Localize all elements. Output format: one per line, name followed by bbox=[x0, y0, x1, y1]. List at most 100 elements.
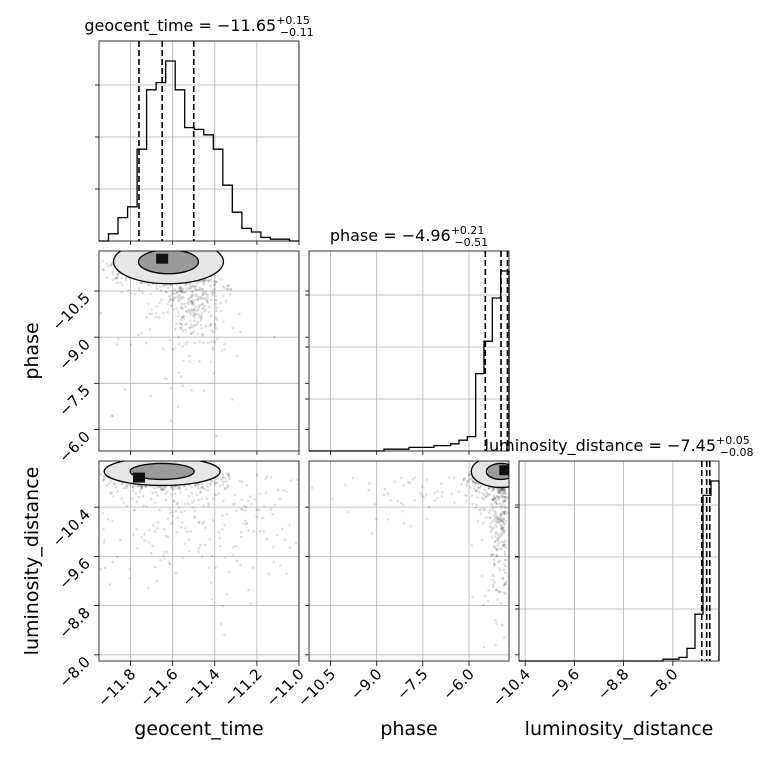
scatter-point bbox=[500, 519, 504, 523]
scatter-point bbox=[159, 558, 162, 562]
scatter-point bbox=[411, 478, 415, 481]
scatter-point bbox=[471, 480, 475, 484]
scatter-point bbox=[191, 294, 195, 297]
scatter-point bbox=[172, 487, 176, 491]
scatter-point bbox=[492, 583, 495, 586]
scatter-point bbox=[496, 520, 499, 524]
scatter-point bbox=[221, 473, 225, 477]
scatter-point bbox=[263, 504, 266, 508]
xtick-label-luminosity_distance: −9.6 bbox=[545, 665, 583, 703]
scatter-point bbox=[170, 304, 174, 308]
scatter-point bbox=[502, 488, 505, 491]
title-sup: +0.21 bbox=[451, 224, 485, 237]
scatter-point bbox=[180, 286, 183, 290]
scatter-point bbox=[501, 495, 505, 498]
scatter-point bbox=[108, 491, 112, 494]
scatter-frame bbox=[98, 460, 300, 662]
scatter-point bbox=[131, 485, 135, 488]
scatter-point bbox=[133, 508, 137, 512]
scatter-point bbox=[223, 633, 226, 636]
scatter-point bbox=[171, 348, 174, 352]
scatter-point bbox=[502, 492, 505, 495]
scatter-point bbox=[239, 530, 243, 534]
xtick-label-geocent_time: −11.4 bbox=[178, 665, 223, 710]
ytick-label-luminosity_distance: −8.0 bbox=[55, 653, 93, 691]
scatter-point bbox=[213, 291, 216, 294]
scatter-point bbox=[494, 643, 497, 647]
scatter-point bbox=[191, 299, 194, 302]
scatter-point bbox=[221, 483, 224, 486]
scatter-point bbox=[202, 280, 206, 283]
scatter-point bbox=[175, 307, 178, 311]
scatter-point bbox=[491, 498, 495, 502]
scatter-point bbox=[101, 259, 105, 263]
scatter-point bbox=[186, 530, 189, 533]
scatter-point bbox=[485, 495, 488, 498]
scatter-point bbox=[179, 318, 183, 322]
scatter-point bbox=[153, 487, 156, 490]
scatter-point bbox=[210, 290, 213, 294]
scatter-point bbox=[99, 311, 102, 315]
scatter-point bbox=[520, 480, 523, 483]
scatter-point bbox=[189, 299, 193, 303]
scatter-point bbox=[168, 508, 172, 511]
scatter-point bbox=[177, 485, 181, 489]
scatter-point bbox=[471, 503, 475, 506]
scatter-point bbox=[285, 490, 288, 494]
scatter-point bbox=[170, 485, 173, 489]
scatter-point bbox=[426, 517, 429, 521]
scatter-point bbox=[503, 564, 507, 568]
scatter-point bbox=[239, 535, 243, 539]
scatter-point bbox=[171, 292, 175, 295]
scatter-point bbox=[504, 571, 507, 574]
scatter-point bbox=[494, 519, 497, 523]
scatter-point bbox=[408, 481, 412, 485]
scatter-point bbox=[188, 283, 192, 287]
scatter-point bbox=[174, 571, 178, 575]
scatter-point bbox=[167, 295, 171, 298]
hist-panel-phase: phase = −4.96+0.21 −0.51 bbox=[305, 224, 510, 452]
scatter-point bbox=[281, 527, 284, 530]
scatter-point bbox=[110, 263, 113, 267]
scatter-point bbox=[503, 488, 507, 492]
scatter-point bbox=[191, 301, 194, 305]
scatter-point bbox=[493, 563, 496, 567]
scatter-point bbox=[482, 507, 486, 511]
scatter-point bbox=[247, 589, 250, 592]
scatter-point bbox=[148, 328, 152, 331]
scatter-point bbox=[133, 292, 137, 296]
scatter-point bbox=[109, 263, 112, 267]
scatter-point bbox=[206, 485, 210, 488]
scatter-point bbox=[181, 291, 185, 294]
scatter-point bbox=[199, 486, 203, 490]
scatter-point bbox=[218, 536, 221, 540]
scatter-point bbox=[197, 315, 201, 319]
scatter-point bbox=[204, 526, 207, 529]
scatter-point bbox=[493, 496, 496, 499]
scatter-point bbox=[460, 482, 464, 486]
scatter-point bbox=[487, 487, 491, 491]
scatter-point bbox=[492, 526, 495, 529]
scatter-point bbox=[223, 556, 227, 559]
yaxis-label-phase: phase bbox=[21, 322, 43, 379]
scatter-point bbox=[489, 554, 493, 557]
scatter-point bbox=[226, 474, 230, 478]
scatter-point bbox=[181, 288, 185, 291]
scatter-point bbox=[199, 297, 203, 300]
scatter-point bbox=[190, 293, 194, 296]
scatter-point bbox=[194, 284, 197, 288]
scatter-point bbox=[103, 477, 106, 480]
scatter-point bbox=[201, 486, 204, 490]
scatter-point bbox=[255, 508, 259, 512]
scatter-points bbox=[99, 472, 299, 636]
scatter-point bbox=[224, 476, 228, 480]
scatter-point bbox=[211, 519, 215, 522]
scatter-point bbox=[500, 488, 503, 491]
hist-step-geocent_time bbox=[99, 60, 299, 242]
scatter-point bbox=[116, 273, 119, 276]
scatter-point bbox=[497, 517, 501, 520]
scatter-point bbox=[201, 287, 204, 291]
scatter-point bbox=[139, 281, 142, 285]
scatter-point bbox=[504, 495, 507, 499]
scatter-point bbox=[222, 320, 225, 323]
